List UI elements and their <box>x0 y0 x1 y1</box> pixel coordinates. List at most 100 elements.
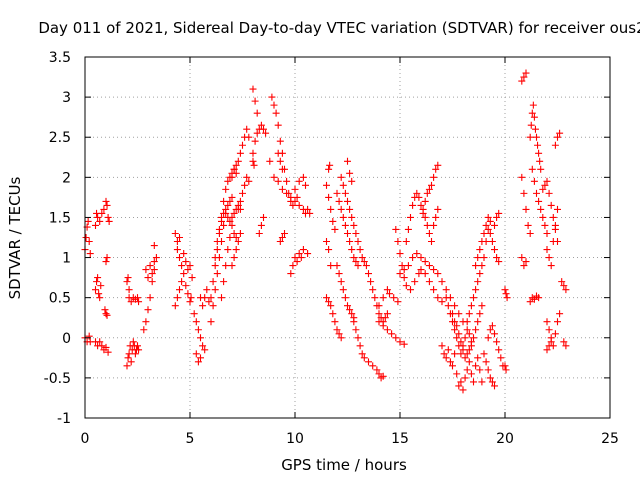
series-s28 <box>228 229 244 270</box>
data-point <box>224 177 232 185</box>
data-point <box>180 270 188 278</box>
data-point <box>230 209 238 217</box>
data-point <box>470 294 477 302</box>
data-point <box>306 209 314 217</box>
data-point <box>358 254 366 262</box>
data-point <box>234 157 242 165</box>
data-point <box>260 125 267 133</box>
data-point <box>187 294 195 302</box>
data-point <box>449 362 456 370</box>
data-point <box>230 229 238 237</box>
data-point <box>171 229 179 237</box>
data-point <box>335 330 343 338</box>
data-point <box>211 254 219 262</box>
data-point <box>335 197 343 205</box>
data-point <box>438 342 446 350</box>
data-point <box>84 217 92 225</box>
data-point <box>104 348 112 356</box>
data-point <box>232 169 240 177</box>
data-point <box>360 258 368 266</box>
data-point <box>388 330 396 338</box>
data-point <box>220 221 228 229</box>
data-point <box>243 125 251 133</box>
data-point <box>197 334 204 342</box>
data-point <box>562 342 570 350</box>
data-point <box>484 334 492 342</box>
series-s77 <box>558 278 570 294</box>
x-tick-label: 5 <box>186 431 195 447</box>
data-point <box>534 141 542 149</box>
data-point <box>409 201 417 209</box>
data-point <box>222 262 230 270</box>
data-point <box>228 262 236 270</box>
data-point <box>354 334 362 342</box>
data-point <box>226 217 234 225</box>
data-point <box>354 262 362 270</box>
data-point <box>291 185 299 193</box>
data-point <box>213 270 221 278</box>
data-point <box>293 258 301 266</box>
x-axis-label: GPS time / hours <box>281 456 407 474</box>
data-point <box>415 193 423 201</box>
data-point <box>346 306 354 314</box>
data-point <box>558 278 566 286</box>
data-point <box>472 262 480 270</box>
data-point <box>188 274 196 282</box>
data-point <box>102 197 110 205</box>
data-point <box>326 161 334 169</box>
data-point <box>190 310 198 318</box>
data-point <box>283 189 291 197</box>
data-point <box>438 278 446 286</box>
data-point <box>291 254 299 262</box>
data-point <box>446 358 454 366</box>
series-s36 <box>276 229 288 246</box>
data-point <box>220 278 228 286</box>
data-point <box>232 161 240 169</box>
data-point <box>455 382 463 390</box>
data-point <box>228 193 236 201</box>
data-point <box>537 165 545 173</box>
data-point <box>253 129 261 137</box>
data-point <box>325 246 333 254</box>
data-point <box>178 262 186 270</box>
series-s27 <box>234 173 253 213</box>
data-point <box>226 234 234 241</box>
series-s56 <box>438 342 486 394</box>
data-point <box>124 354 132 362</box>
data-point <box>484 225 492 233</box>
data-point <box>228 173 236 181</box>
y-tick-label: 1.5 <box>49 210 71 226</box>
data-point <box>518 77 526 85</box>
y-tick-label: 2 <box>62 170 71 186</box>
data-point <box>545 326 553 334</box>
series-s31 <box>249 157 258 169</box>
data-point <box>295 201 303 209</box>
data-point <box>547 262 555 270</box>
data-point <box>346 169 354 177</box>
data-point <box>354 238 362 246</box>
data-point <box>249 149 257 157</box>
data-point <box>176 286 183 294</box>
data-point <box>451 350 459 358</box>
data-point <box>417 254 425 262</box>
data-point <box>201 294 209 302</box>
data-point <box>356 246 364 254</box>
data-point <box>95 290 103 298</box>
data-point <box>346 238 354 246</box>
series-s49 <box>375 318 408 348</box>
data-point <box>547 338 555 346</box>
data-point <box>243 173 251 181</box>
data-point <box>203 286 211 294</box>
data-point <box>331 318 339 326</box>
data-point <box>348 177 356 185</box>
data-point <box>94 274 102 282</box>
series-s69 <box>526 101 545 173</box>
series-s43 <box>337 173 391 326</box>
data-point <box>543 346 551 354</box>
series-s38 <box>323 294 345 342</box>
data-point <box>379 322 387 330</box>
data-point <box>234 238 242 246</box>
series-s07 <box>101 306 111 319</box>
data-point <box>425 229 433 237</box>
data-point <box>140 326 148 334</box>
